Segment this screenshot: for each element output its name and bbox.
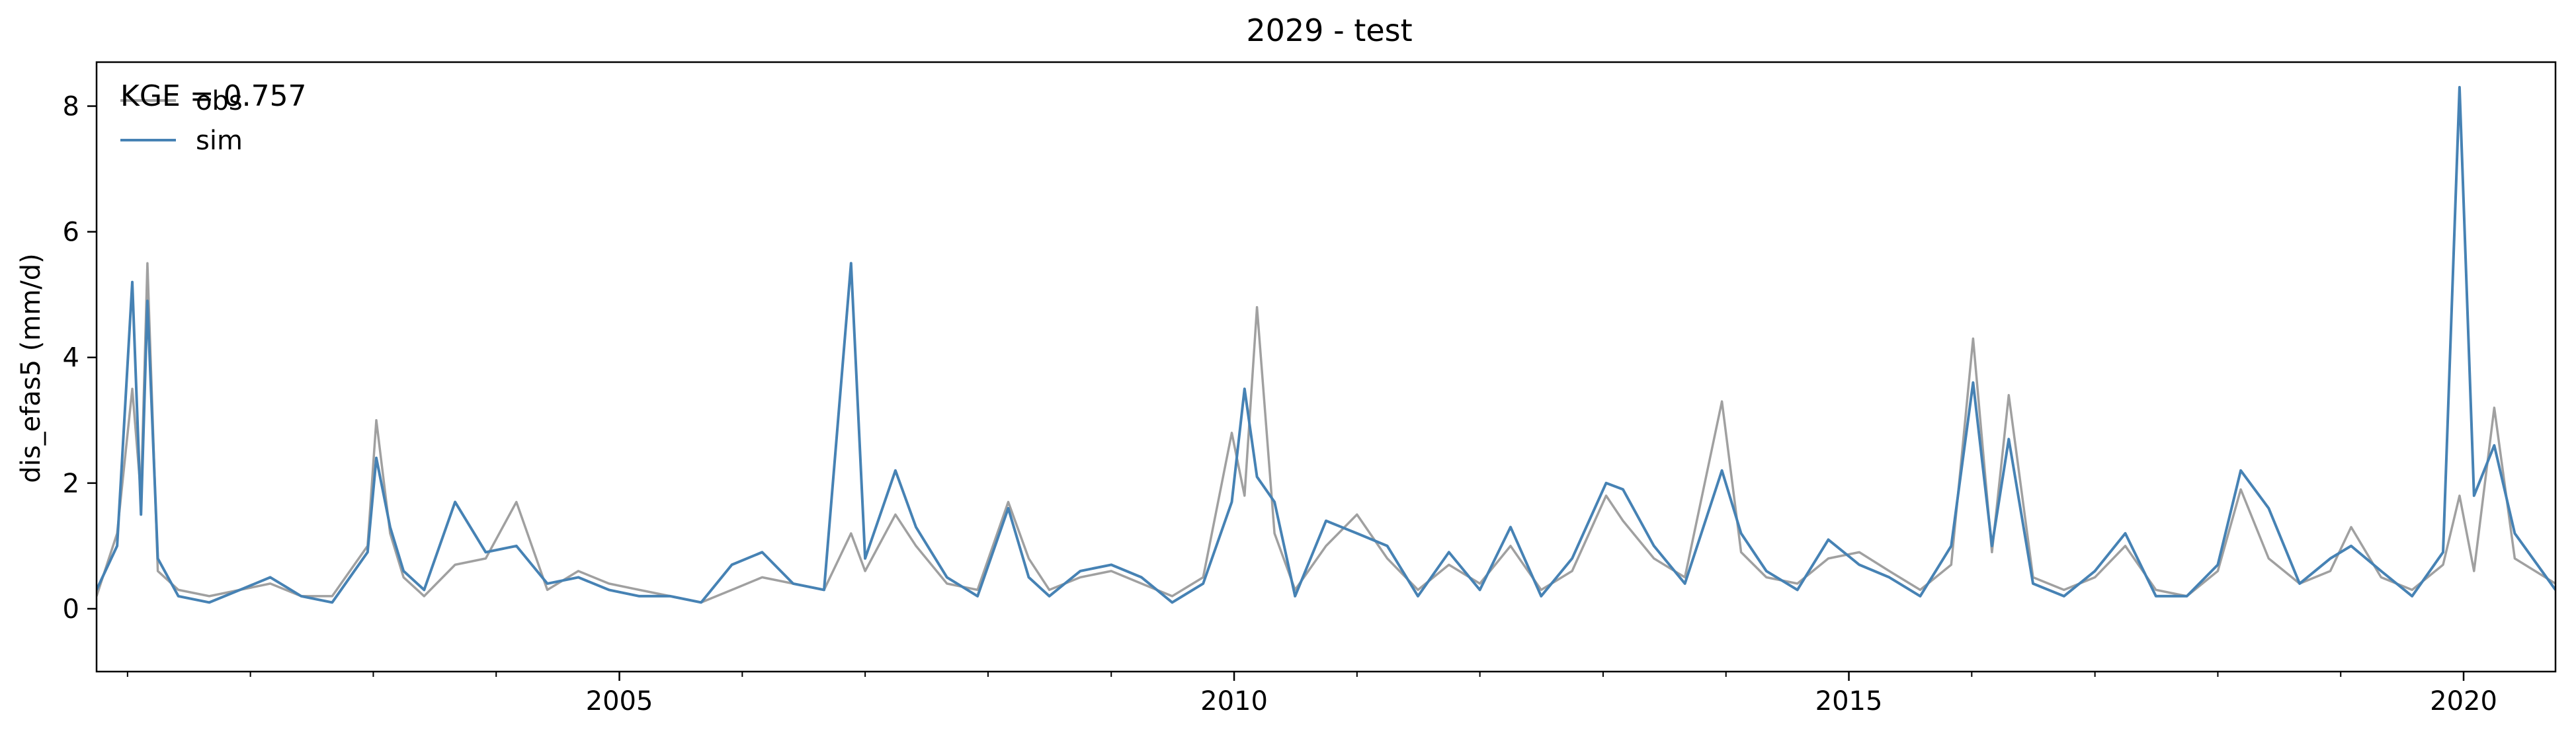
series-layer bbox=[97, 86, 2555, 604]
x-tick-label: 2020 bbox=[2430, 686, 2497, 717]
y-ticks: 0 2 4 6 8 bbox=[63, 92, 97, 625]
plot-frame bbox=[95, 61, 2557, 673]
y-tick-label: 4 bbox=[63, 343, 79, 373]
series-line-obs bbox=[97, 262, 2555, 604]
kge-annotation: KGE = 0.757 bbox=[120, 79, 307, 113]
chart-title: 2029 - test bbox=[1246, 13, 1412, 48]
x-tick-label: 2005 bbox=[586, 686, 653, 717]
legend-label-sim: sim bbox=[196, 126, 243, 156]
x-tick-label: 2010 bbox=[1200, 686, 1268, 717]
y-tick-label: 6 bbox=[63, 217, 79, 248]
legend: obs sim bbox=[120, 86, 243, 156]
x-ticks: 2005 2010 2015 2020 bbox=[126, 672, 2497, 717]
y-tick-label: 8 bbox=[63, 92, 79, 122]
series-line-sim bbox=[97, 86, 2555, 604]
y-tick-label: 2 bbox=[63, 469, 79, 499]
legend-label-obs: obs bbox=[196, 86, 243, 116]
y-axis-label: dis_efas5 (mm/d) bbox=[16, 253, 46, 483]
x-tick-label: 2015 bbox=[1815, 686, 1883, 717]
y-tick-label: 0 bbox=[63, 594, 79, 625]
